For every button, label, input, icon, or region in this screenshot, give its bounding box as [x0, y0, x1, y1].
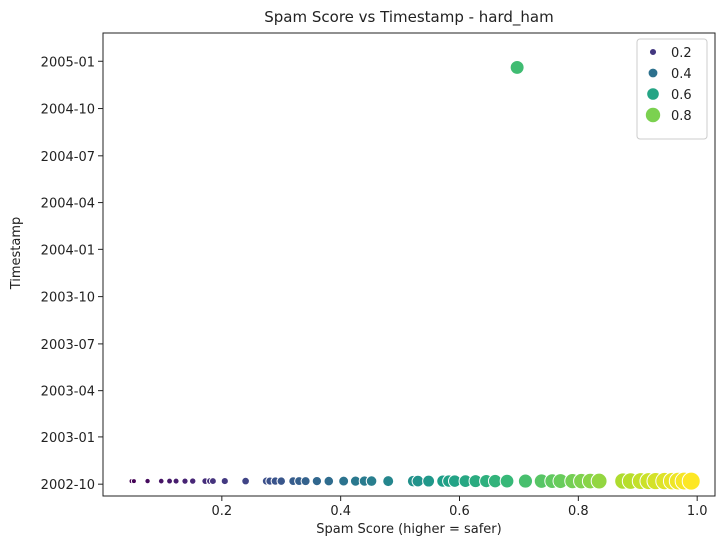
- x-tick-label: 1.0: [687, 504, 708, 519]
- data-point: [382, 475, 395, 488]
- data-point: [172, 477, 180, 485]
- legend-marker: [648, 47, 658, 57]
- data-point: [300, 476, 311, 487]
- y-axis-label: Timestamp: [9, 217, 24, 291]
- y-tick-label: 2004-07: [41, 150, 95, 165]
- y-tick-label: 2003-10: [41, 291, 95, 306]
- legend-label: 0.6: [671, 88, 692, 103]
- data-point: [509, 59, 525, 75]
- x-tick-label: 0.2: [211, 504, 232, 519]
- y-tick-label: 2003-07: [41, 338, 95, 353]
- data-point: [130, 478, 137, 485]
- y-tick-label: 2004-10: [41, 103, 95, 118]
- data-point: [517, 473, 534, 489]
- data-point: [422, 474, 436, 488]
- data-point: [144, 477, 151, 485]
- x-tick-label: 0.8: [568, 504, 589, 519]
- y-tick-label: 2005-01: [41, 55, 95, 70]
- data-point: [411, 474, 425, 488]
- legend-label: 0.8: [671, 109, 692, 124]
- legend-marker: [646, 87, 660, 101]
- data-point: [499, 473, 515, 489]
- data-point: [208, 477, 217, 486]
- x-tick-label: 0.6: [449, 504, 470, 519]
- data-point: [590, 472, 608, 490]
- data-point: [338, 475, 350, 487]
- data-point: [681, 471, 701, 491]
- data-point: [365, 475, 378, 487]
- y-tick-label: 2004-04: [41, 197, 95, 212]
- y-tick-label: 2002-10: [41, 478, 95, 493]
- y-tick-label: 2003-04: [41, 385, 95, 400]
- plot-area: 0.2 0.4 0.6 0.8 1.0 2002-10 2003-01 2003-04 2003…: [41, 32, 716, 519]
- chart-title: Spam Score vs Timestamp - hard_ham: [264, 8, 553, 27]
- data-point: [220, 477, 229, 486]
- legend-marker: [647, 67, 659, 79]
- data-point: [323, 475, 335, 487]
- plot-frame: [102, 32, 716, 497]
- y-tick-label: 2004-01: [41, 243, 95, 258]
- data-point: [166, 477, 173, 485]
- data-point: [157, 477, 165, 485]
- data-point: [181, 477, 189, 485]
- data-point: [189, 477, 197, 485]
- legend-marker: [644, 106, 662, 124]
- data-point: [276, 476, 286, 486]
- data-point: [241, 476, 250, 486]
- legend-label: 0.4: [671, 67, 692, 82]
- y-tick-label: 2003-01: [41, 431, 95, 446]
- x-axis-label: Spam Score (higher = safer): [316, 522, 501, 537]
- legend-label: 0.2: [671, 46, 692, 61]
- x-tick-label: 0.4: [330, 504, 351, 519]
- data-point: [311, 475, 323, 487]
